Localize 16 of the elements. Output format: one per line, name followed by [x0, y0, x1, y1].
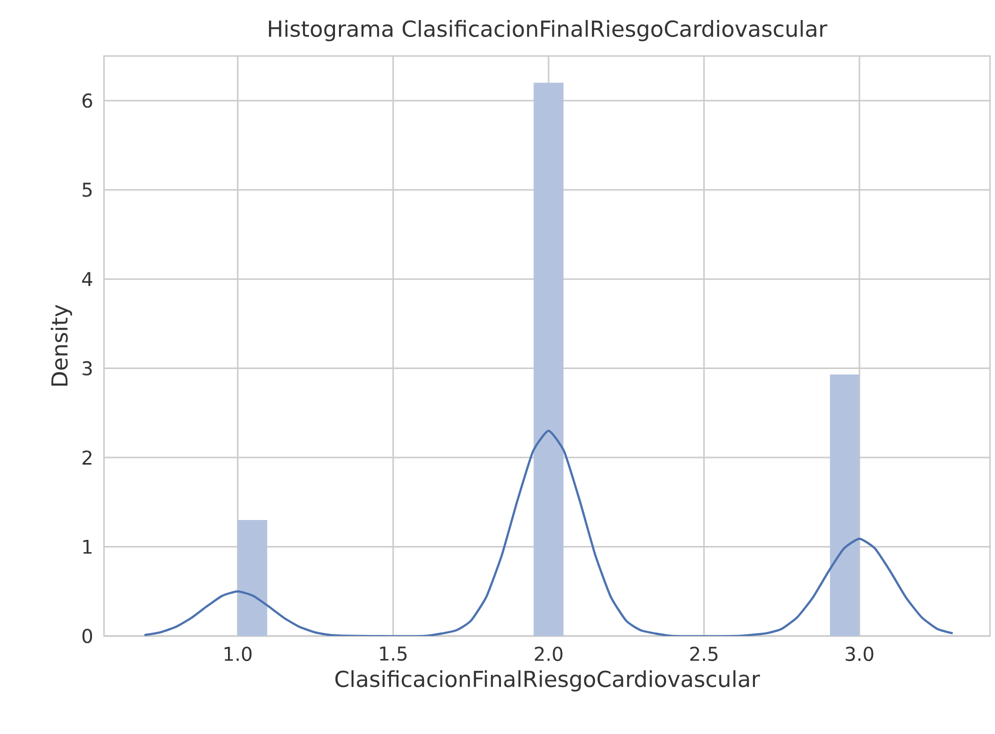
line-series [143, 430, 954, 636]
y-axis-title: Density [50, 304, 72, 386]
x-tick-label: 1.0 [224, 646, 252, 662]
y-tick-label: 5 [82, 182, 92, 197]
chart-title: Histograma ClasificacionFinalRiesgoCardiovascular [268, 20, 828, 42]
x-tick-label: 1.5 [380, 646, 407, 661]
y-tick-label: 2 [82, 450, 92, 465]
x-tick-label: 2.5 [690, 646, 718, 662]
x-axis-title: ClasificacionFinalRiesgoCardiovascular [335, 670, 760, 692]
x-tick-label: 3.0 [846, 646, 874, 662]
y-tick-label: 3 [82, 361, 92, 376]
y-tick-label: 0 [82, 628, 92, 644]
y-tick-label: 6 [82, 93, 92, 108]
x-tick-label: 2.0 [534, 646, 562, 662]
y-tick-label: 4 [82, 272, 92, 286]
y-tick-label: 1 [83, 540, 92, 554]
